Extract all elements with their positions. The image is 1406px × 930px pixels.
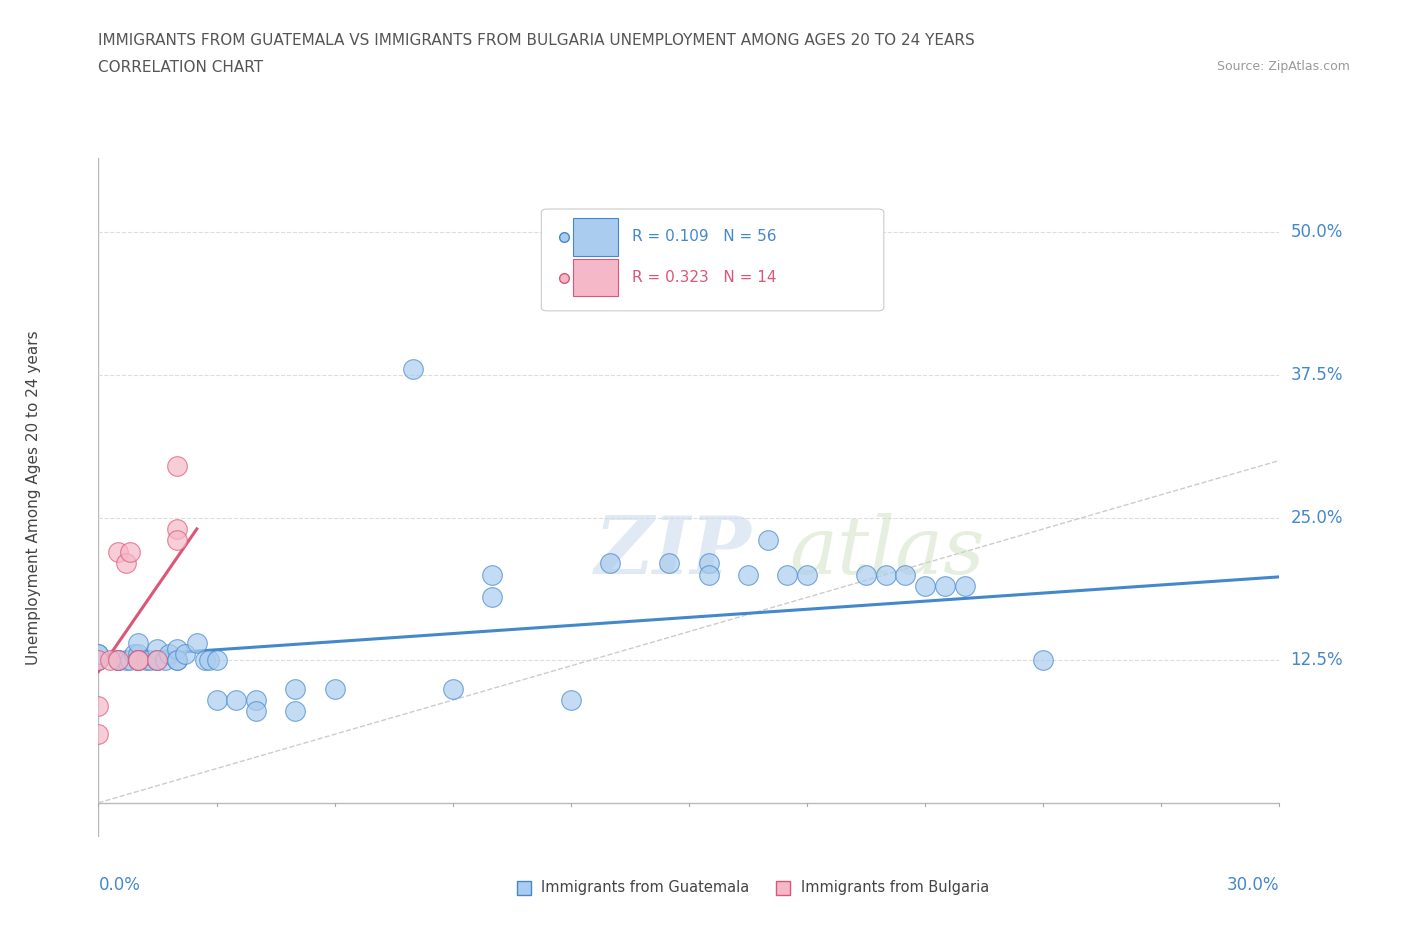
Point [127, 635, 149, 650]
Point [323, 682, 346, 697]
Point [1032, 653, 1054, 668]
Point [934, 578, 956, 593]
Bar [574, 259, 619, 297]
Text: 50.0%: 50.0% [1291, 223, 1343, 241]
Point [118, 544, 141, 559]
Point [166, 522, 188, 537]
Text: R = 0.109   N = 56: R = 0.109 N = 56 [633, 230, 776, 245]
Point [87, 653, 110, 668]
Point [118, 653, 141, 668]
Point [138, 653, 160, 668]
Point [107, 653, 129, 668]
Point [107, 653, 129, 668]
Point [107, 653, 129, 668]
Text: 37.5%: 37.5% [1291, 365, 1343, 384]
Point [166, 653, 188, 668]
Point [737, 567, 759, 582]
Point [87, 647, 110, 662]
Point [166, 642, 188, 657]
Text: R = 0.323   N = 14: R = 0.323 N = 14 [633, 270, 776, 286]
Point [776, 567, 799, 582]
Text: CORRELATION CHART: CORRELATION CHART [98, 60, 263, 75]
Point [855, 567, 877, 582]
Point [157, 647, 180, 662]
Point [796, 567, 818, 582]
Point [122, 647, 145, 662]
Point [87, 698, 110, 713]
Point [914, 578, 936, 593]
Point [98, 653, 121, 668]
Point [166, 533, 188, 548]
Point [127, 653, 149, 668]
Text: 12.5%: 12.5% [1291, 651, 1343, 670]
Point [953, 578, 976, 593]
Bar [574, 219, 619, 256]
Text: Source: ZipAtlas.com: Source: ZipAtlas.com [1216, 60, 1350, 73]
Text: Immigrants from Bulgaria: Immigrants from Bulgaria [801, 881, 990, 896]
Point [107, 544, 129, 559]
Point [135, 653, 157, 668]
Text: ZIP: ZIP [595, 513, 751, 591]
Point [127, 653, 149, 668]
Point [481, 590, 503, 604]
Point [402, 362, 425, 377]
Text: 25.0%: 25.0% [1291, 509, 1343, 526]
Point [205, 653, 228, 668]
Point [658, 556, 681, 571]
Text: atlas: atlas [789, 513, 984, 591]
Text: Unemployment Among Ages 20 to 24 years: Unemployment Among Ages 20 to 24 years [25, 330, 41, 665]
Point [481, 567, 503, 582]
Point [155, 653, 177, 668]
Point [560, 693, 582, 708]
Point [174, 647, 197, 662]
Point [284, 682, 307, 697]
Point [87, 653, 110, 668]
Point [166, 458, 188, 473]
Point [186, 635, 208, 650]
Point [127, 653, 149, 668]
Point [284, 704, 307, 719]
Point [127, 647, 149, 662]
Point [245, 704, 267, 719]
Point [599, 556, 621, 571]
Point [166, 653, 188, 668]
Point [115, 556, 138, 571]
Point [146, 653, 169, 668]
Point [197, 653, 219, 668]
Point [127, 653, 149, 668]
Point [875, 567, 897, 582]
Point [194, 653, 217, 668]
Point [115, 653, 138, 668]
Point [87, 647, 110, 662]
Point [697, 556, 720, 571]
Point [107, 653, 129, 668]
FancyBboxPatch shape [541, 209, 884, 311]
Point [697, 567, 720, 582]
Point [441, 682, 464, 697]
Point [87, 653, 110, 668]
Text: Immigrants from Guatemala: Immigrants from Guatemala [541, 881, 749, 896]
Point [146, 642, 169, 657]
Point [245, 693, 267, 708]
Point [205, 693, 228, 708]
Text: 30.0%: 30.0% [1227, 876, 1279, 894]
Text: 0.0%: 0.0% [98, 876, 141, 894]
Point [87, 727, 110, 742]
Text: IMMIGRANTS FROM GUATEMALA VS IMMIGRANTS FROM BULGARIA UNEMPLOYMENT AMONG AGES 20: IMMIGRANTS FROM GUATEMALA VS IMMIGRANTS … [98, 33, 976, 47]
Point [146, 653, 169, 668]
Point [225, 693, 247, 708]
Point [756, 533, 779, 548]
Point [894, 567, 917, 582]
Point [146, 653, 169, 668]
